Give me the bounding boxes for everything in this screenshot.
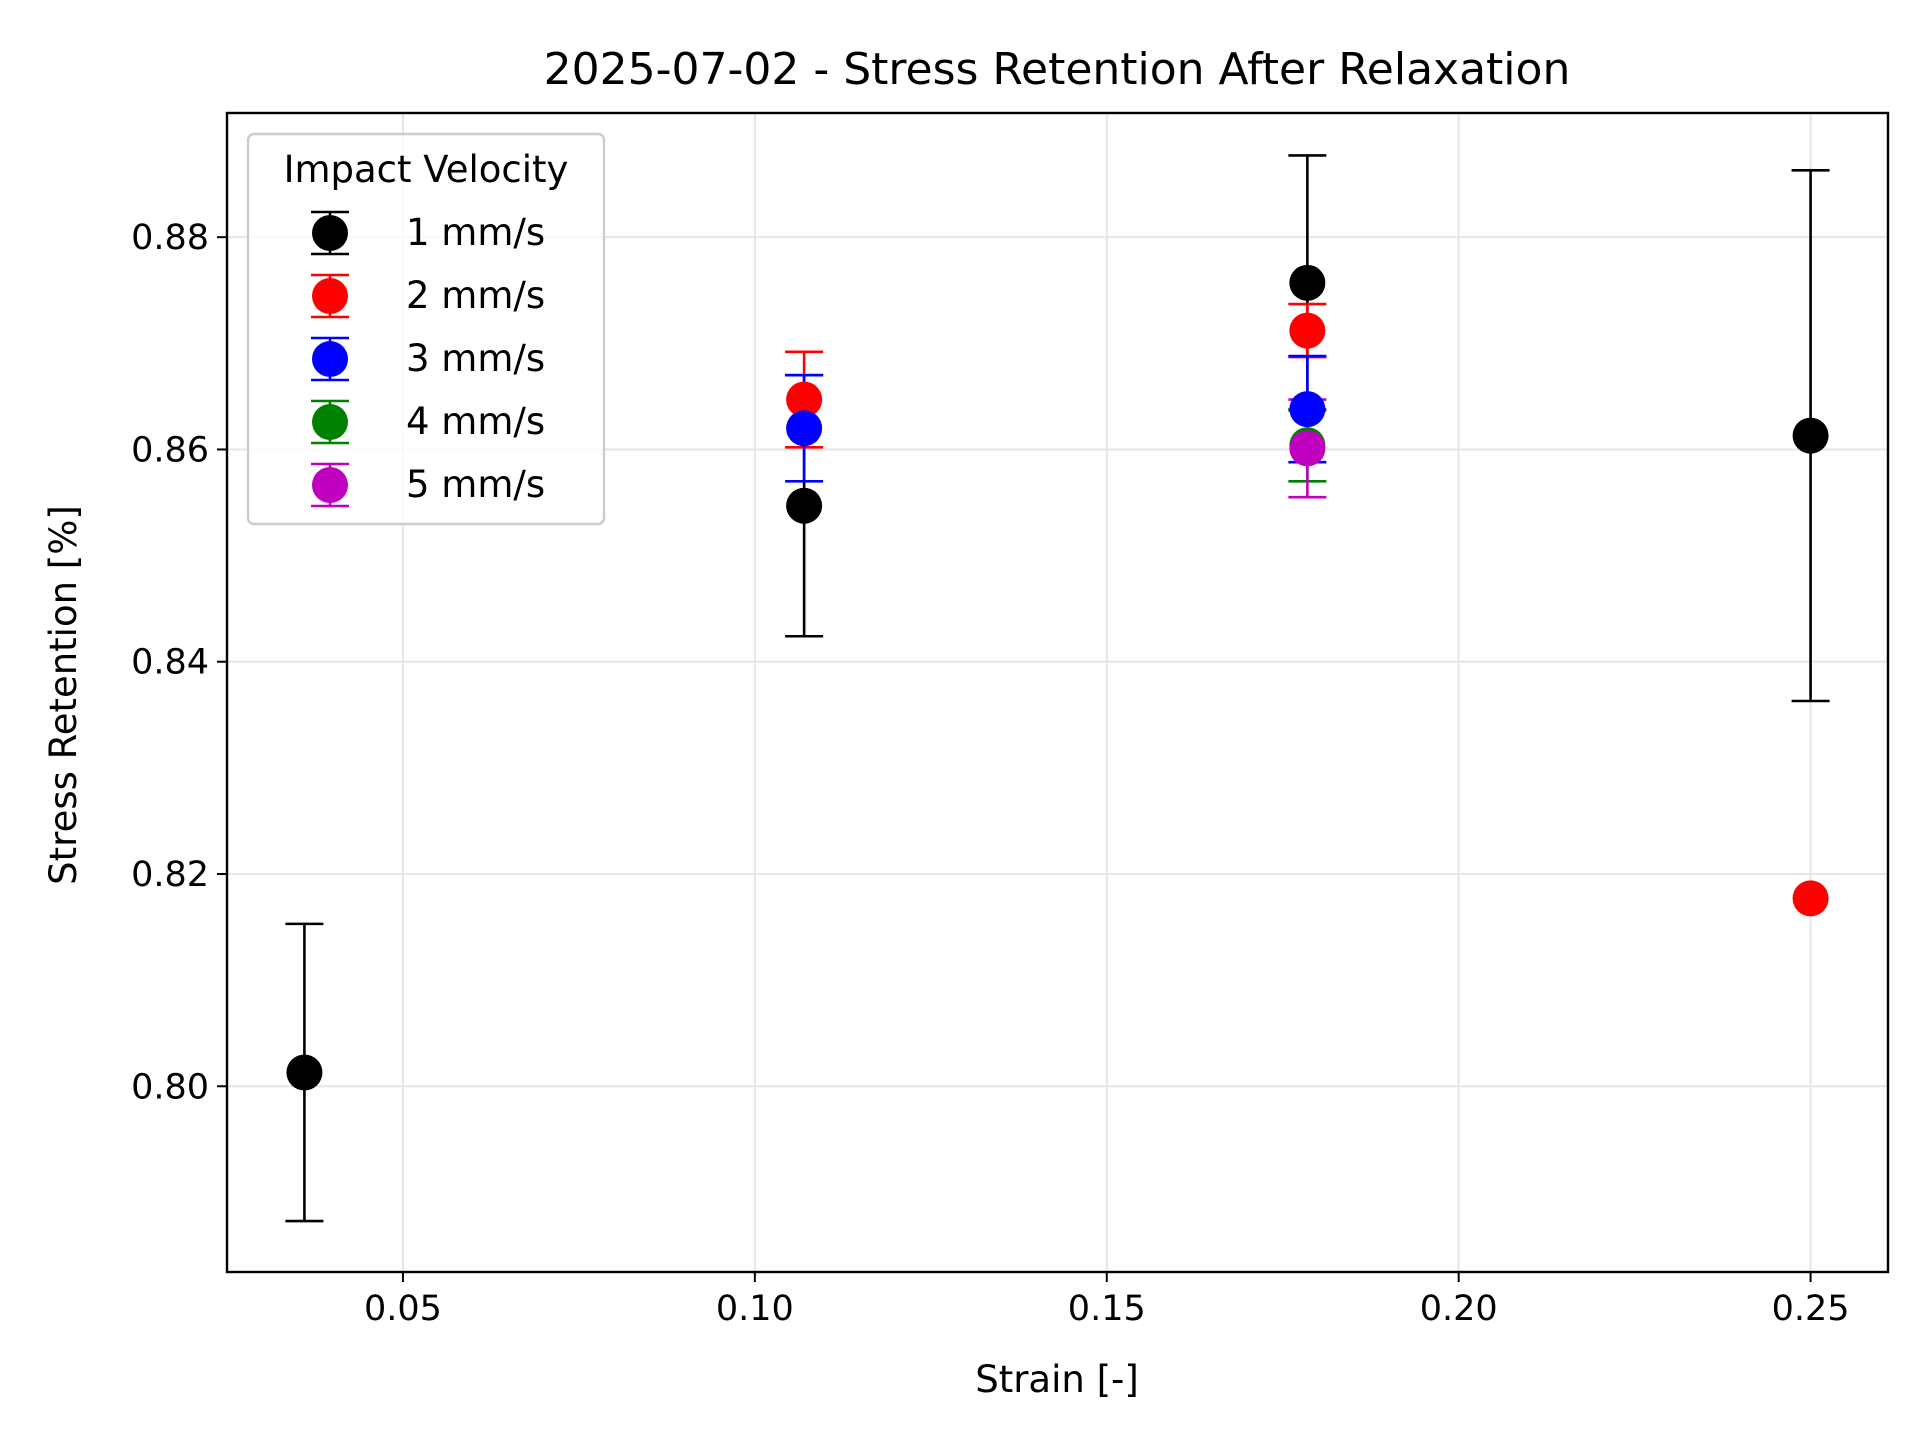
- y-tick-label: 0.84: [131, 643, 209, 683]
- legend-marker: [312, 278, 348, 314]
- data-point: [1792, 417, 1829, 454]
- legend-label: 2 mm/s: [406, 274, 545, 317]
- x-tick-label: 0.10: [716, 1289, 794, 1329]
- data-point: [1289, 312, 1326, 349]
- y-tick-label: 0.82: [131, 855, 209, 895]
- data-point: [1792, 880, 1829, 917]
- legend-marker: [312, 404, 348, 440]
- y-tick-label: 0.80: [131, 1067, 209, 1107]
- x-tick-label: 0.15: [1068, 1289, 1146, 1329]
- legend-entry: 4 mm/s: [311, 399, 545, 445]
- legend-title: Impact Velocity: [284, 148, 569, 191]
- plot-frame: [225, 111, 1890, 1274]
- legend-label: 5 mm/s: [406, 463, 545, 506]
- legend-label: 1 mm/s: [406, 211, 545, 254]
- data-markers: [286, 264, 1829, 1091]
- y-axis-label: Stress Retention [%]: [42, 505, 85, 885]
- x-tick-label: 0.25: [1772, 1289, 1850, 1329]
- chart-title: 2025-07-02 - Stress Retention After Rela…: [544, 44, 1571, 95]
- x-axis-label: Strain [-]: [975, 1358, 1139, 1401]
- legend-entry: 2 mm/s: [311, 273, 545, 319]
- legend-marker: [312, 467, 348, 503]
- y-axis-ticks: 0.80 0.82 0.84 0.86 0.88: [131, 218, 227, 1107]
- data-point: [286, 1054, 323, 1091]
- legend: Impact Velocity 1 mm/s 2 mm/s 3 mm/s 4 mm/s…: [246, 132, 606, 526]
- x-tick-label: 0.20: [1420, 1289, 1498, 1329]
- legend-label: 4 mm/s: [406, 400, 545, 443]
- legend-label: 3 mm/s: [406, 337, 545, 380]
- data-point: [786, 487, 823, 524]
- legend-entry: 3 mm/s: [311, 336, 545, 382]
- data-point: [786, 381, 823, 418]
- legend-items: 1 mm/s 2 mm/s 3 mm/s 4 mm/s 5 mm/s: [311, 210, 545, 508]
- legend-marker: [312, 341, 348, 377]
- legend-entry: 5 mm/s: [311, 462, 545, 508]
- y-tick-label: 0.88: [131, 218, 209, 258]
- y-tick-label: 0.86: [131, 430, 209, 470]
- legend-marker: [312, 215, 348, 251]
- legend-entry: 1 mm/s: [311, 210, 545, 256]
- data-point: [786, 410, 823, 447]
- x-tick-label: 0.05: [364, 1289, 442, 1329]
- data-point: [1289, 430, 1326, 467]
- x-axis-ticks: 0.05 0.10 0.15 0.20 0.25: [364, 1272, 1850, 1329]
- data-point: [1289, 391, 1326, 428]
- data-point: [1289, 264, 1326, 301]
